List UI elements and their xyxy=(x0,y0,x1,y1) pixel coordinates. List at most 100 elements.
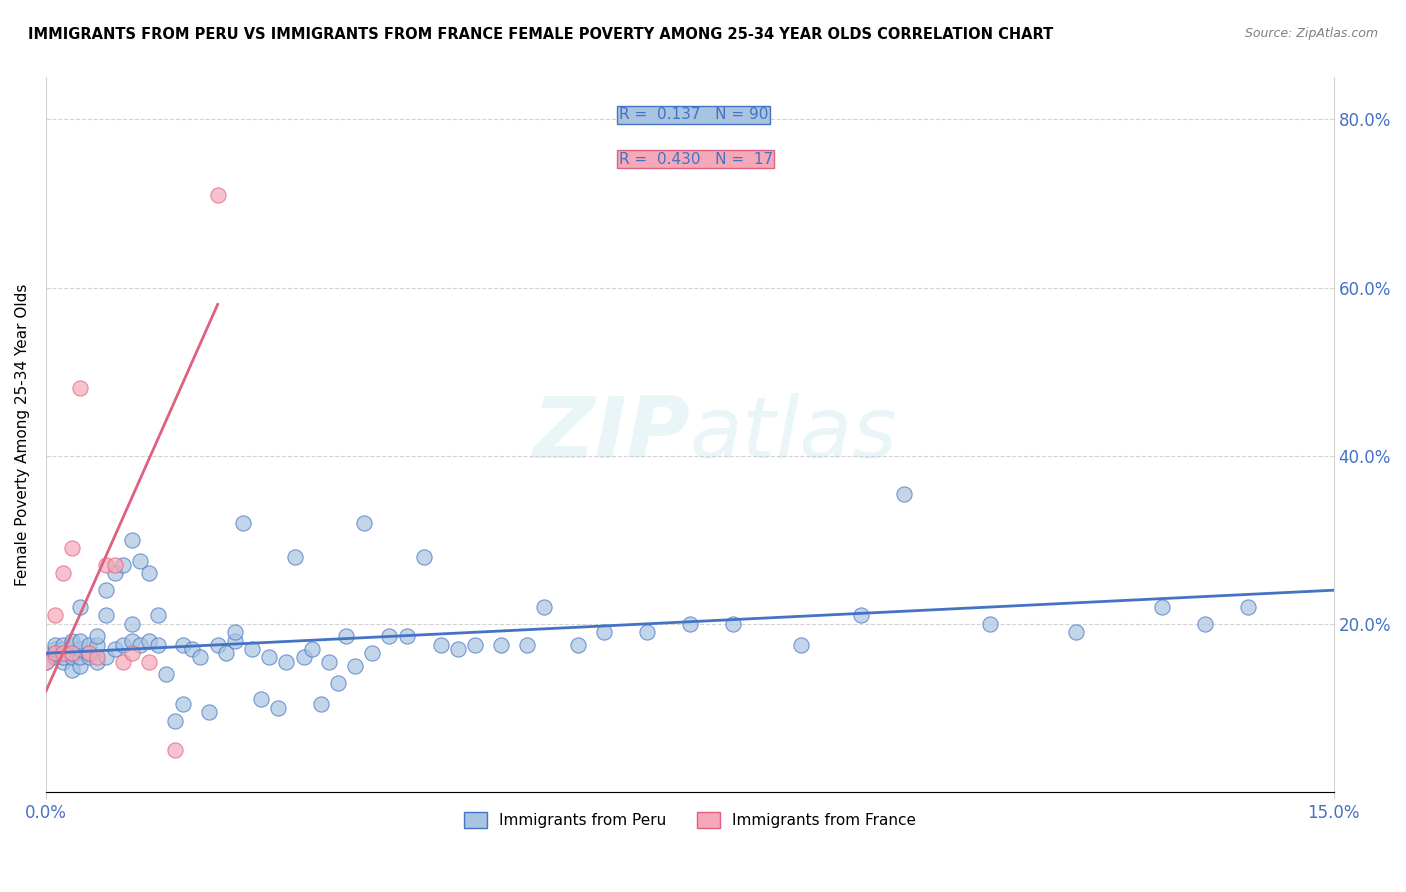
Point xyxy=(163,743,186,757)
Point xyxy=(851,608,873,623)
Point xyxy=(44,642,66,657)
Point xyxy=(86,650,108,665)
Point xyxy=(516,638,538,652)
Point xyxy=(198,705,221,719)
Point xyxy=(1236,600,1258,615)
Y-axis label: Female Poverty Among 25-34 Year Olds: Female Poverty Among 25-34 Year Olds xyxy=(15,284,30,586)
Text: ZIP: ZIP xyxy=(533,393,690,476)
Point xyxy=(276,655,298,669)
Point xyxy=(395,630,418,644)
Point xyxy=(52,646,75,660)
Point xyxy=(335,630,357,644)
Point xyxy=(172,638,194,652)
Point xyxy=(146,638,169,652)
Point xyxy=(69,650,91,665)
Point xyxy=(35,655,58,669)
Point xyxy=(69,600,91,615)
Point xyxy=(121,616,143,631)
Point xyxy=(190,650,212,665)
Point xyxy=(180,642,202,657)
Point xyxy=(207,638,229,652)
Point xyxy=(69,642,91,657)
Point xyxy=(318,655,340,669)
Point xyxy=(353,516,375,530)
Point xyxy=(207,188,229,202)
Point xyxy=(112,558,135,572)
Point xyxy=(567,638,589,652)
Point xyxy=(146,608,169,623)
Point xyxy=(44,646,66,660)
Point xyxy=(44,608,66,623)
Point xyxy=(104,566,127,581)
Point xyxy=(52,566,75,581)
Point xyxy=(104,642,127,657)
Point xyxy=(249,692,271,706)
Point xyxy=(52,638,75,652)
Point xyxy=(232,516,254,530)
Point xyxy=(60,541,83,556)
Point xyxy=(77,650,100,665)
Point xyxy=(104,558,127,572)
Point xyxy=(1150,600,1173,615)
Point xyxy=(155,667,177,681)
Point xyxy=(60,646,83,660)
Point xyxy=(163,714,186,728)
Point xyxy=(464,638,486,652)
Point xyxy=(138,655,160,669)
Point xyxy=(893,486,915,500)
Point xyxy=(60,663,83,677)
Point xyxy=(112,638,135,652)
Point xyxy=(679,616,702,631)
Point xyxy=(77,646,100,660)
Point xyxy=(44,650,66,665)
Point xyxy=(94,608,117,623)
Point xyxy=(86,630,108,644)
Point xyxy=(52,650,75,665)
Point xyxy=(69,633,91,648)
Text: R =  0.430   N =  17: R = 0.430 N = 17 xyxy=(619,152,773,167)
Point xyxy=(121,633,143,648)
Point xyxy=(430,638,453,652)
Point xyxy=(284,549,307,564)
Legend: Immigrants from Peru, Immigrants from France: Immigrants from Peru, Immigrants from Fr… xyxy=(457,806,922,834)
Point xyxy=(1064,625,1087,640)
Point xyxy=(121,646,143,660)
Point xyxy=(60,646,83,660)
Point xyxy=(979,616,1001,631)
Point xyxy=(52,655,75,669)
Point xyxy=(301,642,323,657)
Point xyxy=(721,616,744,631)
Point xyxy=(60,633,83,648)
Point xyxy=(267,701,290,715)
Point xyxy=(636,625,658,640)
Text: Source: ZipAtlas.com: Source: ZipAtlas.com xyxy=(1244,27,1378,40)
Point xyxy=(326,675,349,690)
Point xyxy=(224,625,246,640)
Point xyxy=(172,697,194,711)
Point xyxy=(129,554,152,568)
Point xyxy=(86,638,108,652)
Point xyxy=(129,638,152,652)
Text: atlas: atlas xyxy=(690,393,898,476)
Point xyxy=(138,566,160,581)
Point xyxy=(86,655,108,669)
Point xyxy=(35,655,58,669)
Point xyxy=(94,583,117,598)
Text: R =  0.137   N = 90: R = 0.137 N = 90 xyxy=(619,107,768,122)
Point xyxy=(138,633,160,648)
Point xyxy=(94,558,117,572)
Point xyxy=(292,650,315,665)
Point xyxy=(112,655,135,669)
Point xyxy=(378,630,401,644)
Point xyxy=(533,600,555,615)
Point xyxy=(361,646,384,660)
Point xyxy=(44,638,66,652)
Point xyxy=(77,638,100,652)
Point xyxy=(215,646,238,660)
Point xyxy=(224,633,246,648)
Point xyxy=(60,650,83,665)
Point xyxy=(309,697,332,711)
Point xyxy=(790,638,813,652)
Point xyxy=(121,533,143,547)
Point xyxy=(44,646,66,660)
